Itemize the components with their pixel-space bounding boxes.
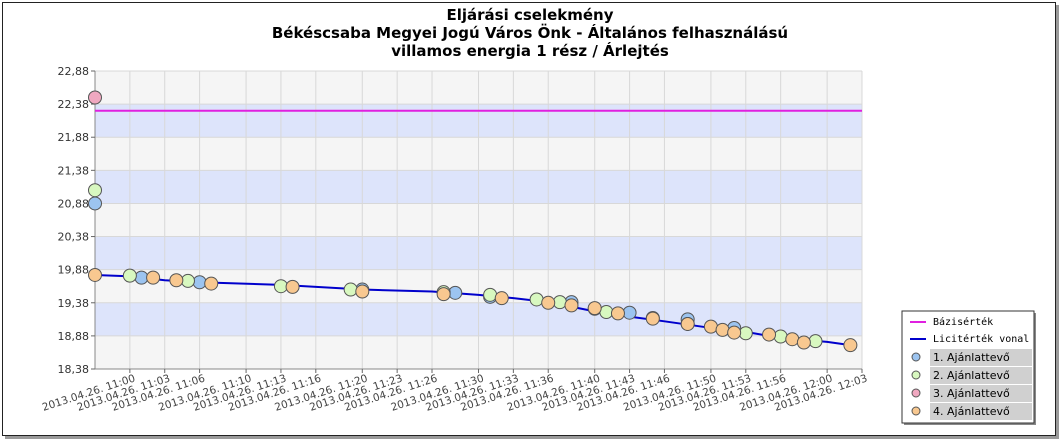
- legend-entry-bg: [930, 349, 1032, 366]
- y-tick-label: 18,88: [58, 330, 90, 343]
- legend-series-label: 4. Ajánlattevő: [933, 405, 1010, 418]
- series-2-marker: [529, 292, 544, 307]
- chart-title-line-2: Békéscsaba Megyei Jogú Város Önk - Által…: [271, 24, 789, 42]
- series-4-marker: [541, 295, 556, 310]
- series-1-marker: [448, 285, 463, 300]
- series-4-marker: [843, 338, 858, 353]
- legend-bid-label: Licitérték vonal: [933, 333, 1029, 345]
- legend-series-label: 2. Ajánlattevő: [933, 369, 1010, 382]
- series-4-marker: [204, 276, 219, 291]
- series-3-marker: [88, 90, 102, 105]
- legend-series-swatch: [911, 352, 921, 362]
- series-4-marker: [715, 322, 730, 337]
- series-1-marker: [192, 275, 207, 290]
- y-tick-label: 19,38: [58, 297, 90, 310]
- y-tick-label: 20,88: [58, 197, 90, 210]
- series-2-marker: [273, 279, 288, 294]
- y-tick-label: 19,88: [58, 264, 90, 277]
- chart-title-line-3: villamos energia 1 rész / Árlejtés: [391, 42, 669, 60]
- series-4-marker: [680, 316, 695, 331]
- series-1-marker: [134, 270, 149, 285]
- y-tick-label: 18,38: [58, 363, 90, 376]
- series-4-marker: [703, 319, 718, 334]
- legend-entry-bg: [930, 403, 1032, 420]
- series-1-marker: [88, 196, 102, 211]
- legend-entry-bg: [930, 367, 1032, 384]
- series-4-marker: [762, 327, 777, 342]
- series-4-marker: [610, 306, 625, 321]
- series-2-marker: [599, 305, 614, 320]
- series-2-marker: [343, 282, 358, 297]
- series-4-marker: [88, 267, 102, 282]
- series-4-marker: [436, 287, 451, 302]
- series-2-marker: [808, 334, 823, 349]
- y-tick-label: 20,38: [58, 231, 90, 244]
- y-tick-label: 22,38: [58, 98, 90, 111]
- series-2-marker: [180, 273, 195, 288]
- series-4-marker: [785, 332, 800, 347]
- legend-series-label: 1. Ajánlattevő: [933, 351, 1010, 364]
- y-tick-label: 21,88: [58, 131, 90, 144]
- legend-series-swatch: [911, 406, 921, 416]
- series-2-marker: [552, 295, 567, 310]
- legend-base-label: Bázisérték: [933, 316, 993, 328]
- series-2-marker: [483, 287, 498, 302]
- legend-series-swatch: [911, 388, 921, 398]
- legend-entry-bg: [930, 385, 1032, 402]
- series-4-marker: [169, 273, 184, 288]
- y-tick-label: 22,88: [58, 65, 90, 78]
- series-4-marker: [285, 279, 300, 294]
- series-4-marker: [796, 335, 811, 350]
- legend-series-label: 3. Ajánlattevő: [933, 387, 1010, 400]
- series-2-marker: [122, 268, 137, 283]
- series-4-marker: [564, 298, 579, 313]
- series-4-marker: [494, 291, 509, 306]
- series-2-marker: [773, 329, 788, 344]
- series-4-marker: [355, 284, 370, 299]
- series-4-marker: [587, 301, 602, 316]
- chart-title-line-1: Eljárási cselekmény: [446, 6, 614, 24]
- series-2-marker: [88, 183, 102, 198]
- series-4-marker: [146, 270, 161, 285]
- series-1-marker: [622, 305, 637, 320]
- y-tick-label: 21,38: [58, 164, 90, 177]
- series-4-marker: [727, 325, 742, 340]
- series-4-marker: [645, 311, 660, 326]
- series-2-marker: [738, 326, 753, 341]
- legend-series-swatch: [911, 370, 921, 380]
